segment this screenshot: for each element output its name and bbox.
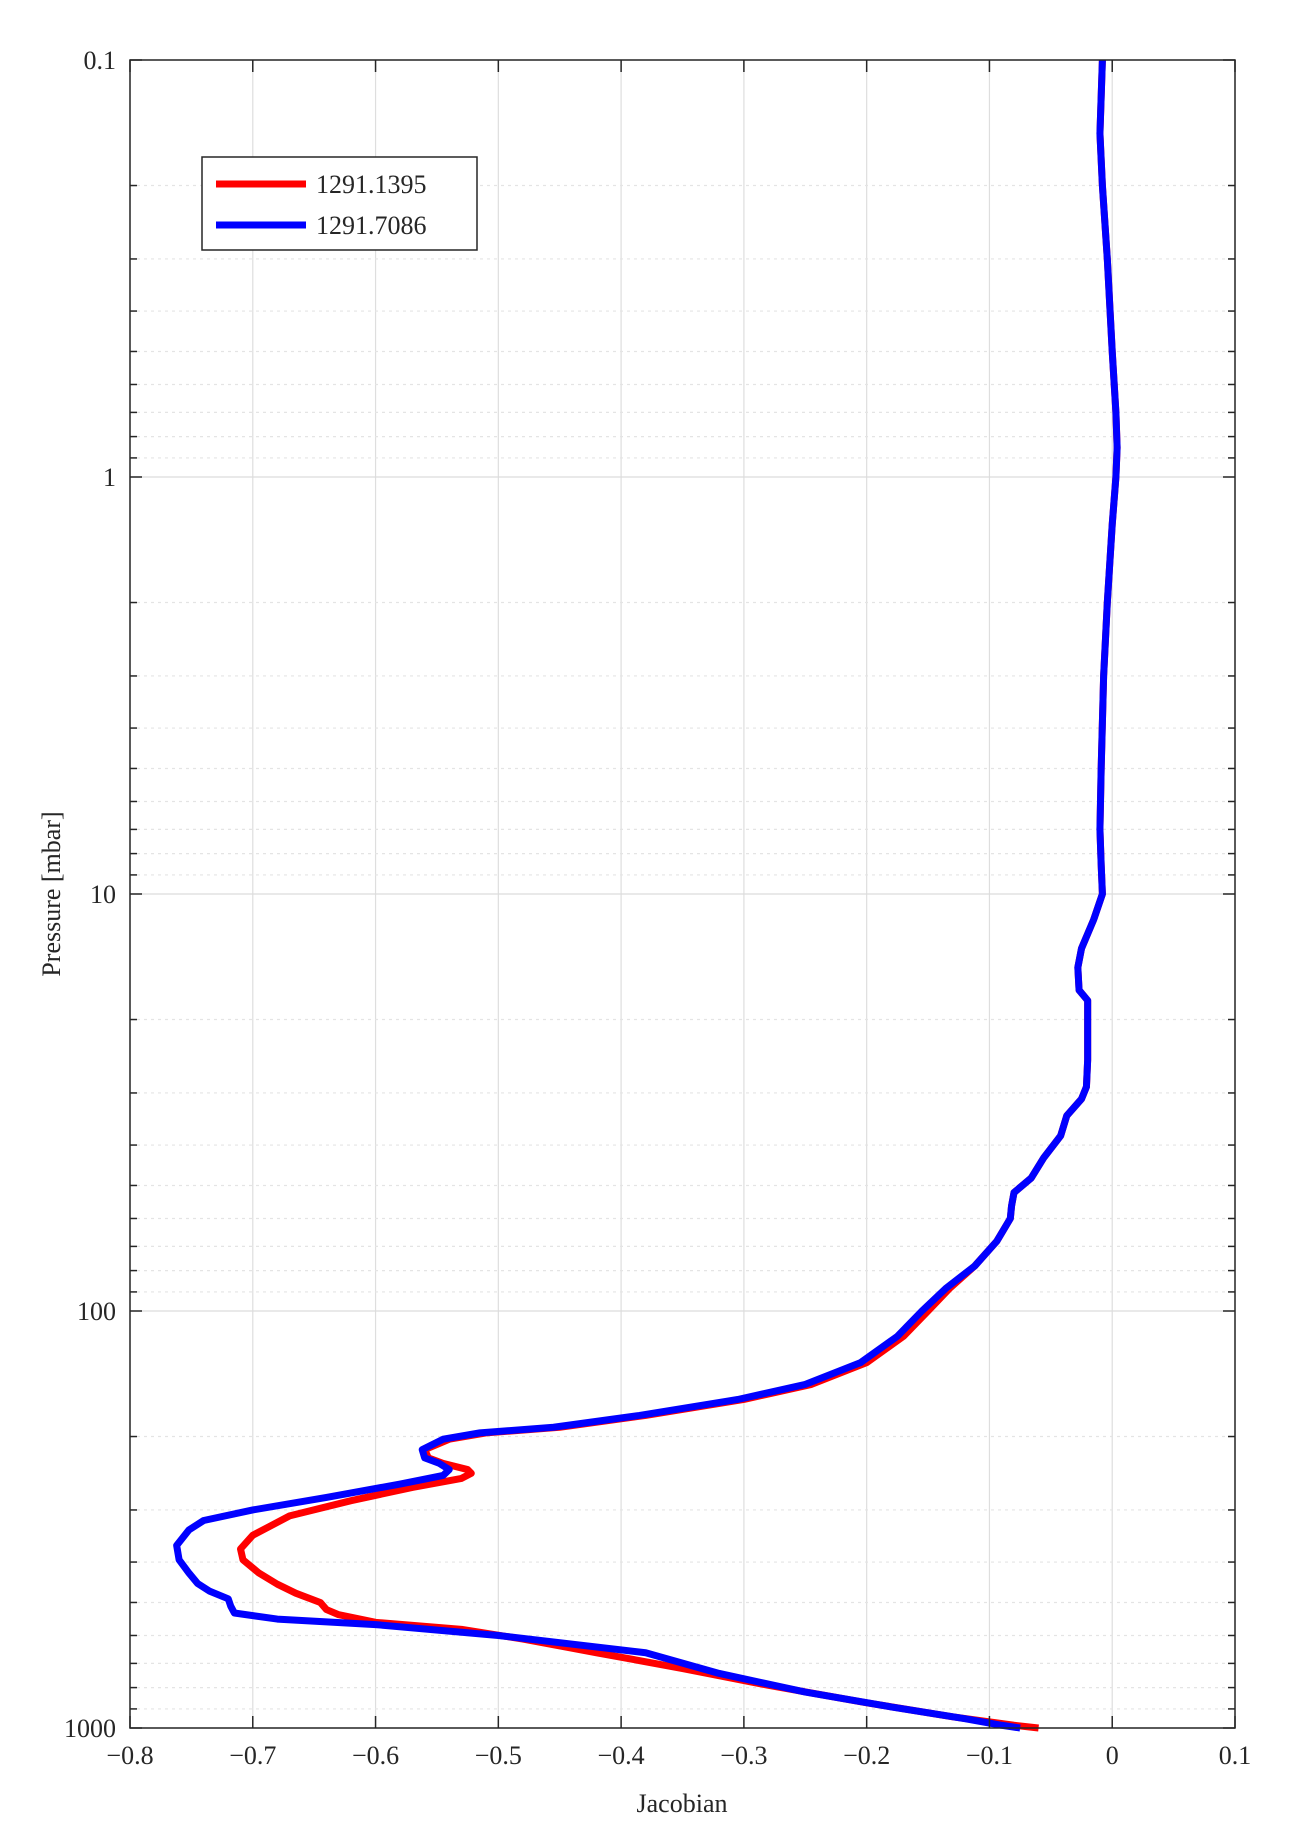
- y-tick-label: 0.1: [84, 46, 117, 75]
- x-tick-label: −0.8: [106, 1741, 153, 1770]
- y-tick-label: 10: [90, 880, 116, 909]
- y-tick-labels: 0.1 1 10 100 1000: [64, 46, 116, 1743]
- legend: 1291.1395 1291.7086: [201, 156, 478, 251]
- y-tick-label: 1000: [64, 1714, 116, 1743]
- x-tick-label: −0.2: [843, 1741, 890, 1770]
- x-tick-label: −0.5: [475, 1741, 522, 1770]
- x-tick-label: −0.7: [229, 1741, 276, 1770]
- series-line-2: [173, 59, 1121, 1732]
- x-tick-label: −0.6: [352, 1741, 399, 1770]
- y-tick-label: 100: [77, 1297, 116, 1326]
- legend-label-series-1: 1291.1395: [316, 170, 427, 199]
- x-axis-label: Jacobian: [637, 1789, 728, 1818]
- x-tick-labels: −0.8 −0.7 −0.6 −0.5 −0.4 −0.3 −0.2 −0.1 0 0.1: [106, 1741, 1251, 1770]
- series-lines: [173, 59, 1121, 1732]
- x-tick-label: −0.3: [720, 1741, 767, 1770]
- y-tick-label: 1: [103, 463, 116, 492]
- x-tick-label: 0: [1106, 1741, 1119, 1770]
- x-tick-label: −0.4: [598, 1741, 645, 1770]
- y-axis-label: Pressure [mbar]: [37, 811, 66, 976]
- x-tick-label: −0.1: [966, 1741, 1013, 1770]
- legend-box: [201, 156, 478, 251]
- legend-label-series-2: 1291.7086: [316, 211, 427, 240]
- x-tick-label: 0.1: [1219, 1741, 1252, 1770]
- ticks: [129, 59, 1236, 1729]
